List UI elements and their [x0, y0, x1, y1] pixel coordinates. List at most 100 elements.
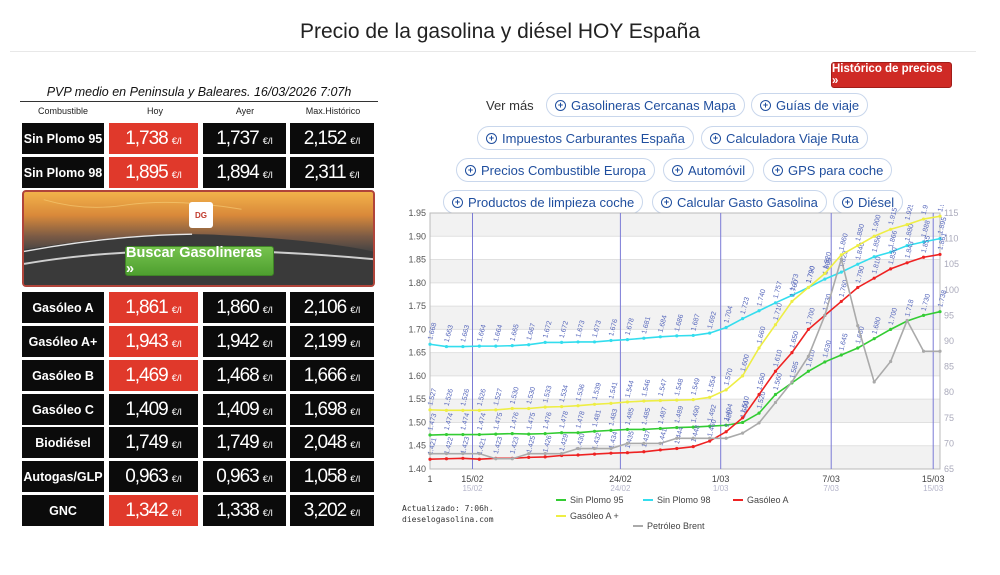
data-point: [757, 421, 761, 425]
data-point: [592, 429, 597, 433]
data-point: [642, 336, 646, 340]
data-label: 1.730: [921, 293, 932, 312]
price-value: 1,338: [216, 499, 260, 521]
data-point: [724, 430, 728, 434]
buscar-gasolineras-button[interactable]: Buscar Gasolineras »: [125, 245, 274, 277]
price-value: 1,666: [303, 364, 348, 386]
y2-tick-label: 95: [944, 310, 954, 320]
data-point: [428, 433, 432, 437]
data-point: [938, 349, 942, 353]
data-label: 1.700: [888, 307, 899, 326]
data-label: 1.429: [559, 433, 570, 452]
link-label: Precios Combustible Europa: [481, 162, 646, 178]
data-point: [444, 344, 449, 349]
price-unit: €/l: [262, 507, 273, 519]
price-max-historico: 1,058 €/l: [290, 461, 374, 492]
link-diesel[interactable]: + Diésel: [833, 190, 904, 214]
data-label: 1.534: [559, 384, 570, 403]
price-value: 1,342: [125, 499, 169, 521]
data-label: 1.664: [477, 324, 488, 343]
link-impuestos-carburantes[interactable]: + Impuestos Carburantes España: [477, 126, 694, 150]
historico-precios-button[interactable]: Histórico de precios »: [831, 62, 952, 88]
data-point: [675, 425, 679, 430]
price-max-historico: 2,199 €/l: [290, 326, 374, 357]
link-gasolineras-cercanas[interactable]: + Gasolineras Cercanas Mapa: [546, 93, 745, 117]
plus-circle-icon: +: [486, 132, 497, 144]
data-point: [839, 270, 843, 274]
link-calculadora-viaje[interactable]: + Calculadora Viaje Ruta: [701, 126, 868, 150]
data-label: 1.900: [871, 214, 882, 233]
data-point: [691, 445, 695, 449]
data-point: [889, 250, 893, 254]
data-point: [856, 262, 860, 266]
price-ayer: 1,749 €/l: [203, 427, 286, 458]
data-point: [592, 340, 597, 344]
price-row: GNC 1,342 €/l 1,338 €/l 3,202 €/l: [22, 495, 376, 526]
search-banner[interactable]: DG Buscar Gasolineras »: [22, 190, 375, 287]
data-point: [461, 432, 465, 437]
data-point: [461, 452, 465, 456]
y2-tick-label: 85: [944, 362, 954, 372]
series-line: [429, 310, 941, 436]
data-point: [527, 406, 531, 411]
data-point: [905, 318, 909, 323]
data-label: 1.880: [904, 223, 915, 242]
data-label: 1.937: [921, 205, 932, 216]
link-calcular-gasto[interactable]: + Calcular Gasto Gasolina: [652, 190, 827, 214]
data-point: [428, 342, 432, 346]
data-label: 1.546: [641, 379, 652, 398]
price-max-historico: 2,311 €/l: [290, 157, 374, 188]
link-precios-europa[interactable]: + Precios Combustible Europa: [456, 158, 655, 182]
data-point: [428, 457, 432, 461]
price-value: 1,749: [216, 431, 260, 453]
data-label: 1.474: [444, 412, 455, 431]
data-point: [510, 457, 514, 461]
data-label: 1.672: [559, 320, 570, 339]
x-tick-label: 1: [427, 474, 432, 484]
price-value: 1,860: [216, 296, 260, 318]
data-point: [461, 408, 465, 412]
data-point: [477, 452, 481, 456]
data-label: 1.474: [460, 412, 471, 431]
price-hoy: 1,469 €/l: [109, 360, 198, 391]
data-label: 1.740: [756, 288, 767, 307]
data-label: 1.672: [542, 320, 553, 339]
link-label: Guías de viaje: [776, 97, 860, 113]
price-value: 1,943: [125, 330, 169, 352]
data-point: [527, 343, 531, 347]
y2-tick-label: 105: [944, 259, 959, 269]
title-divider: [10, 51, 976, 52]
link-automovil[interactable]: + Automóvil: [663, 158, 755, 182]
data-label: 1.673: [592, 320, 603, 339]
data-point: [658, 448, 662, 452]
plus-circle-icon: +: [465, 164, 476, 176]
data-label: 1.560: [773, 372, 784, 391]
plus-circle-icon: +: [760, 99, 771, 111]
data-point: [839, 253, 843, 257]
data-point: [856, 243, 860, 248]
y2-tick-label: 110: [944, 234, 958, 244]
link-gps-coche[interactable]: + GPS para coche: [763, 158, 893, 182]
data-point: [724, 436, 728, 440]
actualizado-time: Actualizado: 7:06h.: [402, 504, 494, 513]
data-point: [790, 380, 794, 384]
data-point: [889, 267, 893, 271]
price-unit: €/l: [171, 135, 182, 147]
price-value: 1,468: [216, 364, 260, 386]
price-ayer: 1,468 €/l: [203, 360, 286, 391]
data-point: [708, 331, 712, 335]
link-guias-viaje[interactable]: + Guías de viaje: [751, 93, 869, 117]
data-point: [527, 432, 531, 436]
data-label: 1.888: [921, 220, 932, 239]
header-hoy: Hoy: [146, 106, 163, 116]
price-unit: €/l: [171, 372, 182, 384]
price-value: 3,202: [303, 499, 348, 521]
data-label: 1.421: [477, 437, 488, 456]
data-point: [543, 455, 547, 459]
ver-mas-label: Ver más: [486, 98, 534, 113]
data-point: [839, 257, 843, 261]
data-label: 1.478: [559, 410, 570, 429]
data-label: 1.684: [657, 314, 668, 333]
price-unit: €/l: [262, 439, 273, 451]
data-point: [609, 401, 613, 405]
